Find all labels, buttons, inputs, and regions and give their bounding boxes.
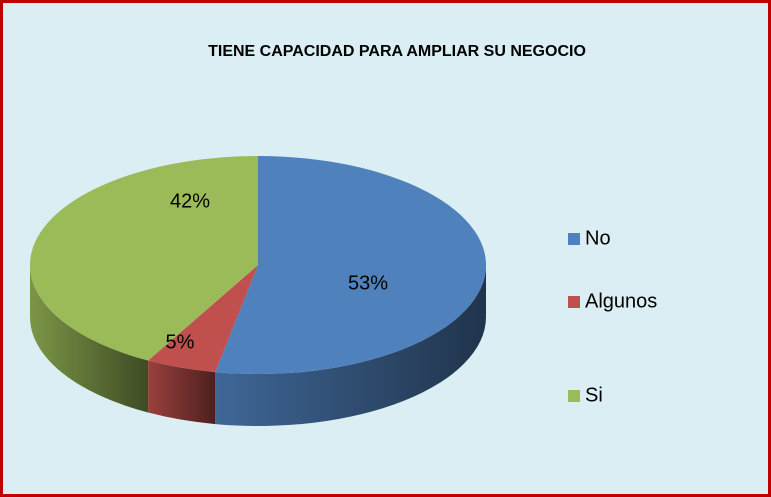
value-labels: 53% 5% 42% xyxy=(166,190,389,353)
legend-swatch xyxy=(568,233,580,245)
chart-title: TIENE CAPACIDAD PARA AMPLIAR SU NEGOCIO xyxy=(208,43,586,60)
pie-side xyxy=(30,265,149,413)
value-label: 42% xyxy=(170,190,210,212)
legend-swatch xyxy=(568,296,580,308)
legend-label: Si xyxy=(585,384,603,406)
legend: No Algunos Si xyxy=(568,227,657,406)
pie-tops xyxy=(30,156,487,374)
pie-side xyxy=(215,265,487,426)
pie-side xyxy=(148,360,216,425)
value-label: 53% xyxy=(348,272,388,294)
pie-slice xyxy=(215,156,487,374)
pie-sides xyxy=(30,265,487,426)
pie-slice xyxy=(148,265,258,373)
value-label: 5% xyxy=(166,331,195,353)
legend-swatch xyxy=(568,390,580,402)
pie-slice xyxy=(30,156,259,361)
legend-label: No xyxy=(585,227,611,249)
legend-label: Algunos xyxy=(585,290,657,312)
